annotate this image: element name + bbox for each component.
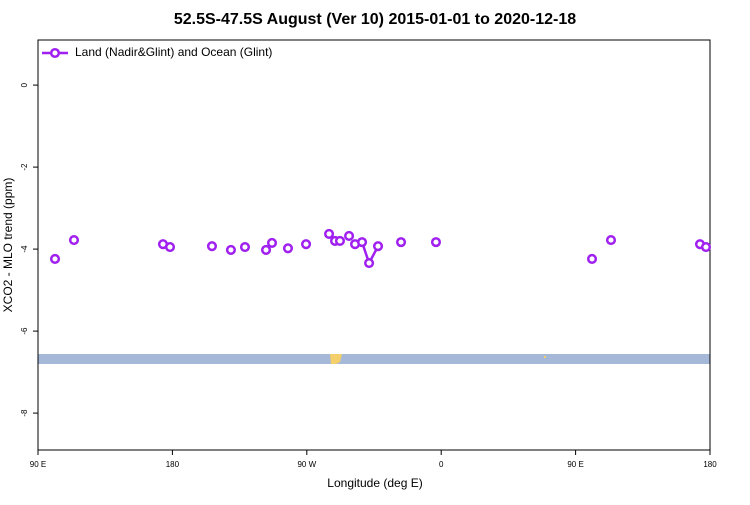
legend-label: Land (Nadir&Glint) and Ocean (Glint) <box>75 45 272 59</box>
x-tick-label: 180 <box>166 460 180 469</box>
land-patch <box>544 356 546 358</box>
point <box>324 228 335 239</box>
point <box>225 244 236 255</box>
point <box>372 241 384 252</box>
x-tick-label: 90 W <box>297 460 316 469</box>
point <box>206 241 218 252</box>
x-tick-label: 0 <box>439 460 444 469</box>
point <box>164 242 176 253</box>
point <box>586 253 598 264</box>
point <box>301 239 312 250</box>
point <box>430 237 442 248</box>
point <box>49 253 61 264</box>
y-axis-label: XCO2 - MLO trend (ppm) <box>1 178 15 313</box>
y-tick-label: -4 <box>20 245 29 253</box>
x-tick-label: 180 <box>703 460 717 469</box>
y-tick-label: -6 <box>20 327 29 335</box>
point <box>68 235 80 246</box>
x-tick-label: 90 E <box>567 460 583 469</box>
y-tick-label: 0 <box>20 82 29 87</box>
point <box>344 230 355 242</box>
y-tick-label: -2 <box>20 163 29 171</box>
ocean-band <box>38 354 710 364</box>
point <box>395 237 407 248</box>
legend-marker <box>49 47 61 59</box>
point <box>334 235 346 246</box>
x-axis-label: Longitude (deg E) <box>327 476 422 490</box>
point <box>282 243 294 254</box>
series-line <box>355 242 706 263</box>
chart-title: 52.5S-47.5S August (Ver 10) 2015-01-01 t… <box>174 11 576 28</box>
point <box>357 237 368 248</box>
point <box>700 242 712 253</box>
point <box>605 235 617 246</box>
point <box>239 242 251 253</box>
point <box>364 257 375 269</box>
land-patch <box>330 354 342 364</box>
point <box>260 244 272 255</box>
y-tick-label: -8 <box>20 409 29 417</box>
x-tick-label: 90 E <box>30 460 46 469</box>
point <box>266 237 278 248</box>
